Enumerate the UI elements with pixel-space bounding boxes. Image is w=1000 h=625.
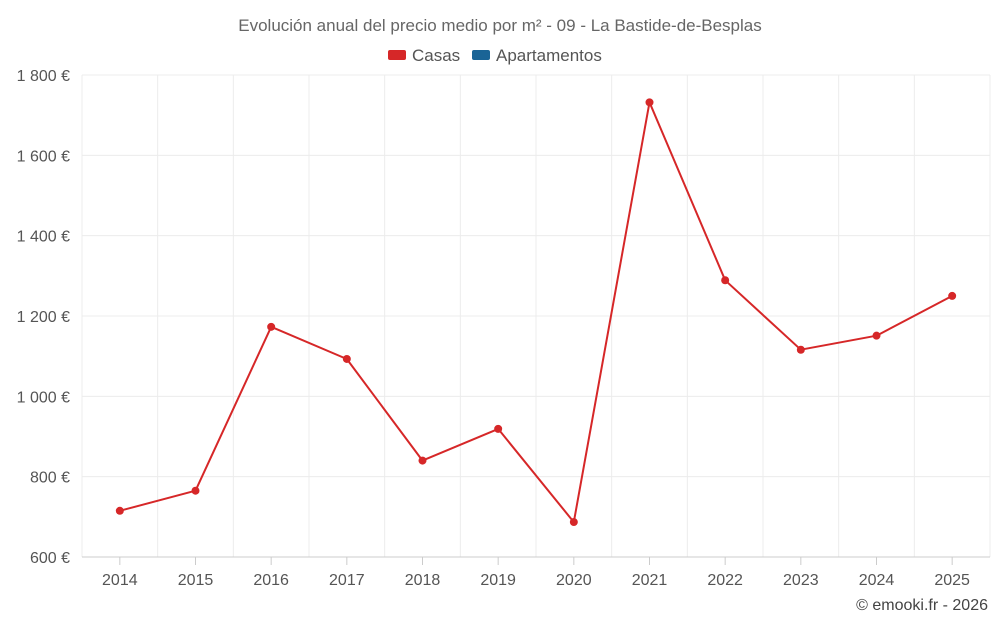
x-tick-label: 2018 [405, 572, 441, 589]
x-tick-label: 2016 [253, 572, 289, 589]
data-point-casas [494, 424, 503, 433]
data-point-casas [872, 331, 881, 340]
data-point-casas [267, 322, 276, 331]
data-point-casas [418, 456, 427, 465]
x-tick-label: 2022 [707, 572, 743, 589]
series-layer [115, 98, 957, 527]
x-tick-label: 2015 [178, 572, 214, 589]
data-point-casas [796, 345, 805, 354]
x-tick-label: 2024 [859, 572, 895, 589]
data-point-casas [569, 518, 578, 527]
legend-swatch-casas [388, 50, 406, 60]
y-tick-label: 1 800 € [17, 68, 70, 85]
data-point-casas [948, 291, 957, 300]
x-tick-label: 2021 [632, 572, 668, 589]
y-tick-label: 1 200 € [17, 309, 70, 326]
x-tick-label: 2019 [480, 572, 516, 589]
chart-title: Evolución anual del precio medio por m² … [238, 16, 762, 35]
legend-swatch-apartamentos [472, 50, 490, 60]
data-point-casas [645, 98, 654, 107]
y-tick-label: 800 € [30, 470, 70, 487]
legend-label-casas: Casas [412, 46, 460, 65]
data-point-casas [115, 506, 124, 515]
data-point-casas [342, 354, 351, 363]
series-line-casas [119, 101, 953, 524]
legend-item-casas[interactable]: Casas [388, 46, 460, 65]
y-tick-label: 1 000 € [17, 389, 70, 406]
x-tick-label: 2017 [329, 572, 365, 589]
data-point-casas [721, 276, 730, 285]
legend-label-apartamentos: Apartamentos [496, 46, 602, 65]
y-tick-label: 600 € [30, 550, 70, 567]
legend-item-apartamentos[interactable]: Apartamentos [472, 46, 602, 65]
x-tick-label: 2020 [556, 572, 592, 589]
data-point-casas [191, 486, 200, 495]
y-tick-label: 1 600 € [17, 148, 70, 165]
y-tick-label: 1 400 € [17, 229, 70, 246]
credit-text: © emooki.fr - 2026 [856, 597, 988, 614]
axes: 600 € 800 € 1 000 € 1 200 € 1 400 € 1 600 € 1 … [17, 68, 990, 589]
legend: Casas Apartamentos [388, 46, 602, 65]
x-tick-label: 2025 [934, 572, 970, 589]
x-tick-label: 2014 [102, 572, 138, 589]
x-tick-label: 2023 [783, 572, 819, 589]
grid [81, 74, 991, 557]
